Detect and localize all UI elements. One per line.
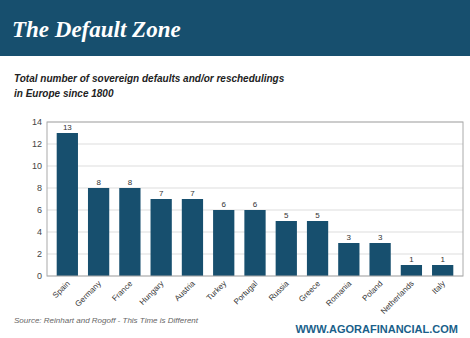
data-label: 3	[378, 233, 383, 242]
bar	[119, 188, 140, 276]
x-tick-label: Germany	[73, 279, 103, 309]
data-label: 6	[253, 200, 258, 209]
bar	[213, 210, 234, 276]
title: The Default Zone	[12, 17, 181, 42]
bar	[307, 221, 328, 276]
data-label: 3	[347, 233, 352, 242]
bar	[151, 199, 172, 276]
data-label: 8	[96, 178, 101, 187]
y-tick-label: 6	[37, 205, 42, 215]
grid	[47, 122, 463, 276]
y-tick-label: 2	[37, 249, 42, 259]
x-tick-label: Netherlands	[379, 279, 416, 316]
footer-note: WWW.AGORAFINANCIAL.COM	[295, 323, 458, 335]
x-tick-label: Turkey	[205, 279, 228, 302]
bar	[369, 243, 390, 276]
bar	[88, 188, 109, 276]
y-tick-label: 8	[37, 183, 42, 193]
bar	[244, 210, 265, 276]
data-label: 7	[190, 189, 195, 198]
grid-line	[47, 188, 463, 189]
bar	[338, 243, 359, 276]
chart: The Default Zone Total number of sovereig…	[0, 0, 470, 338]
grid-line	[47, 144, 463, 145]
x-tick-label: Spain	[51, 279, 72, 300]
x-tick-label: Portugal	[232, 279, 260, 307]
y-tick-label: 0	[37, 271, 42, 281]
x-tick-label: Russia	[267, 279, 291, 303]
data-label: 5	[315, 211, 320, 220]
header-band	[0, 0, 470, 56]
background	[0, 0, 470, 338]
plot-frame	[47, 122, 463, 276]
bar	[182, 199, 203, 276]
subtitle: in Europe since 1800	[14, 88, 114, 99]
source-note: Source: Reinhart and Rogoff - This Time …	[14, 316, 199, 325]
bar	[276, 221, 297, 276]
subtitle: Total number of sovereign defaults and/o…	[14, 73, 285, 84]
x-tick-label: Italy	[430, 279, 447, 296]
data-label: 5	[284, 211, 289, 220]
bar	[57, 133, 78, 276]
grid-line	[47, 166, 463, 167]
x-tick-label: Greece	[297, 279, 322, 304]
bars	[57, 133, 454, 276]
x-tick-label: Romania	[324, 279, 353, 308]
y-tick-label: 10	[32, 161, 42, 171]
bar	[401, 265, 422, 276]
bar	[432, 265, 453, 276]
y-tick-label: 12	[32, 139, 42, 149]
data-label: 8	[128, 178, 133, 187]
x-tick-label: Hungary	[138, 279, 166, 307]
y-tick-label: 4	[37, 227, 42, 237]
data-label: 1	[440, 255, 445, 264]
x-tick-label: Austria	[173, 279, 197, 303]
data-label: 1	[409, 255, 414, 264]
data-label: 7	[159, 189, 164, 198]
x-tick-label: France	[110, 279, 134, 303]
data-label: 6	[221, 200, 226, 209]
data-label: 13	[63, 123, 72, 132]
y-tick-label: 14	[32, 117, 42, 127]
x-tick-label: Poland	[361, 279, 385, 303]
